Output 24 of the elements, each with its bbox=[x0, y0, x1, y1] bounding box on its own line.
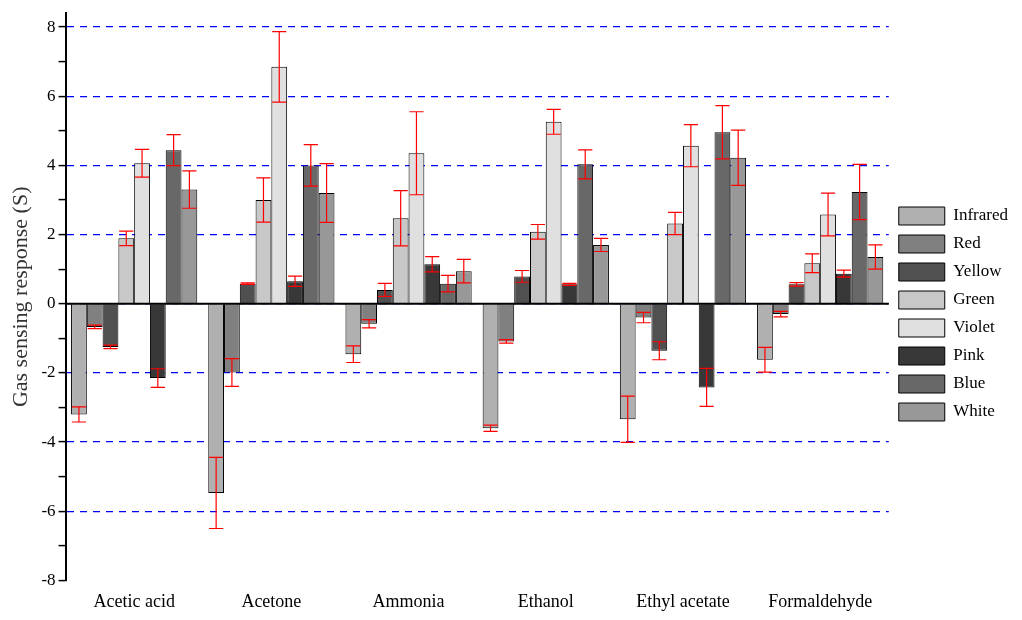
y-tick-label: -2 bbox=[41, 362, 56, 382]
x-tick-label: Formaldehyde bbox=[768, 590, 873, 611]
y-tick-label: 0 bbox=[47, 293, 56, 313]
legend-label: Green bbox=[953, 289, 996, 309]
y-tick-label: -6 bbox=[41, 500, 56, 520]
legend-label: Yellow bbox=[953, 261, 1003, 281]
legend-label: White bbox=[953, 401, 995, 421]
legend-label: Infrared bbox=[953, 205, 1009, 225]
y-tick-label: 4 bbox=[47, 154, 57, 174]
x-tick-label: Ethanol bbox=[517, 590, 574, 611]
x-tick-label: Acetone bbox=[241, 590, 302, 611]
legend-label: Violet bbox=[953, 317, 996, 337]
x-tick-label: Ethyl acetate bbox=[636, 590, 730, 611]
legend-label: Red bbox=[953, 233, 982, 253]
y-tick-label: -8 bbox=[41, 569, 56, 589]
y-tick-label: -4 bbox=[41, 431, 57, 451]
y-axis-title: Gas sensing response (S) bbox=[6, 186, 32, 408]
legend-label: Blue bbox=[953, 373, 986, 393]
y-tick-label: 8 bbox=[47, 16, 56, 36]
y-tick-label: 2 bbox=[47, 224, 56, 244]
y-tick-label: 6 bbox=[47, 85, 56, 105]
legend-label: Pink bbox=[953, 345, 985, 365]
x-tick-label: Acetic acid bbox=[93, 590, 175, 611]
x-tick-label: Ammonia bbox=[372, 590, 445, 611]
